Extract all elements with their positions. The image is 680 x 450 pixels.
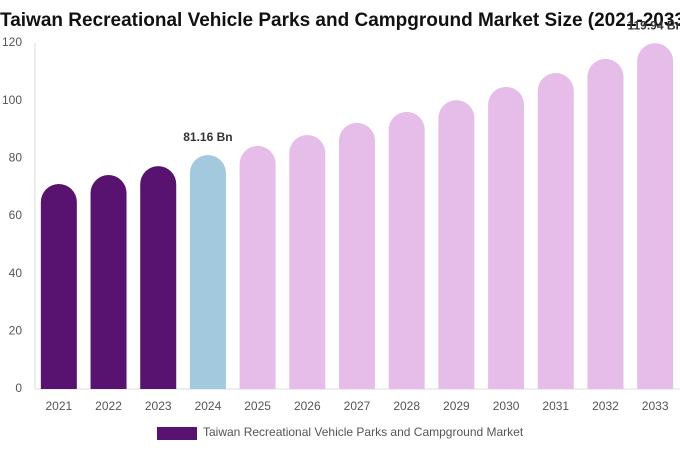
y-tick-label: 0 (15, 381, 22, 395)
x-tick-label: 2022 (95, 399, 122, 413)
bar (637, 43, 674, 389)
bar (289, 134, 326, 389)
data-label: 81.16 Bn (183, 130, 232, 144)
x-tick-label: 2027 (344, 399, 371, 413)
legend-label: Taiwan Recreational Vehicle Parks and Ca… (203, 425, 524, 439)
x-tick-label: 2024 (195, 399, 222, 413)
bar (388, 111, 425, 389)
bar (90, 175, 127, 389)
x-tick-label: 2033 (642, 399, 669, 413)
bar (438, 100, 475, 389)
x-tick-label: 2021 (45, 399, 72, 413)
bar (40, 183, 77, 389)
x-tick-label: 2032 (592, 399, 619, 413)
y-tick-label: 100 (2, 93, 22, 107)
bar (189, 154, 226, 389)
x-tick-label: 2025 (244, 399, 271, 413)
chart-title: Taiwan Recreational Vehicle Parks and Ca… (0, 10, 680, 31)
bar (339, 122, 375, 389)
bar (239, 145, 276, 389)
y-tick-label: 40 (9, 266, 23, 280)
bar (140, 166, 177, 389)
legend-swatch (157, 427, 197, 440)
x-tick-label: 2026 (294, 399, 321, 413)
y-tick-label: 60 (9, 208, 23, 222)
y-tick-label: 120 (2, 35, 22, 49)
bar (587, 58, 624, 389)
x-tick-label: 2031 (542, 399, 569, 413)
y-tick-label: 80 (9, 151, 23, 165)
y-tick-label: 20 (9, 324, 23, 338)
x-tick-label: 2023 (145, 399, 172, 413)
x-tick-label: 2029 (443, 399, 470, 413)
data-label: 119.94 Bn (627, 18, 680, 32)
x-tick-label: 2028 (393, 399, 420, 413)
x-tick-label: 2030 (493, 399, 520, 413)
bar (488, 86, 525, 389)
bar (537, 72, 574, 389)
